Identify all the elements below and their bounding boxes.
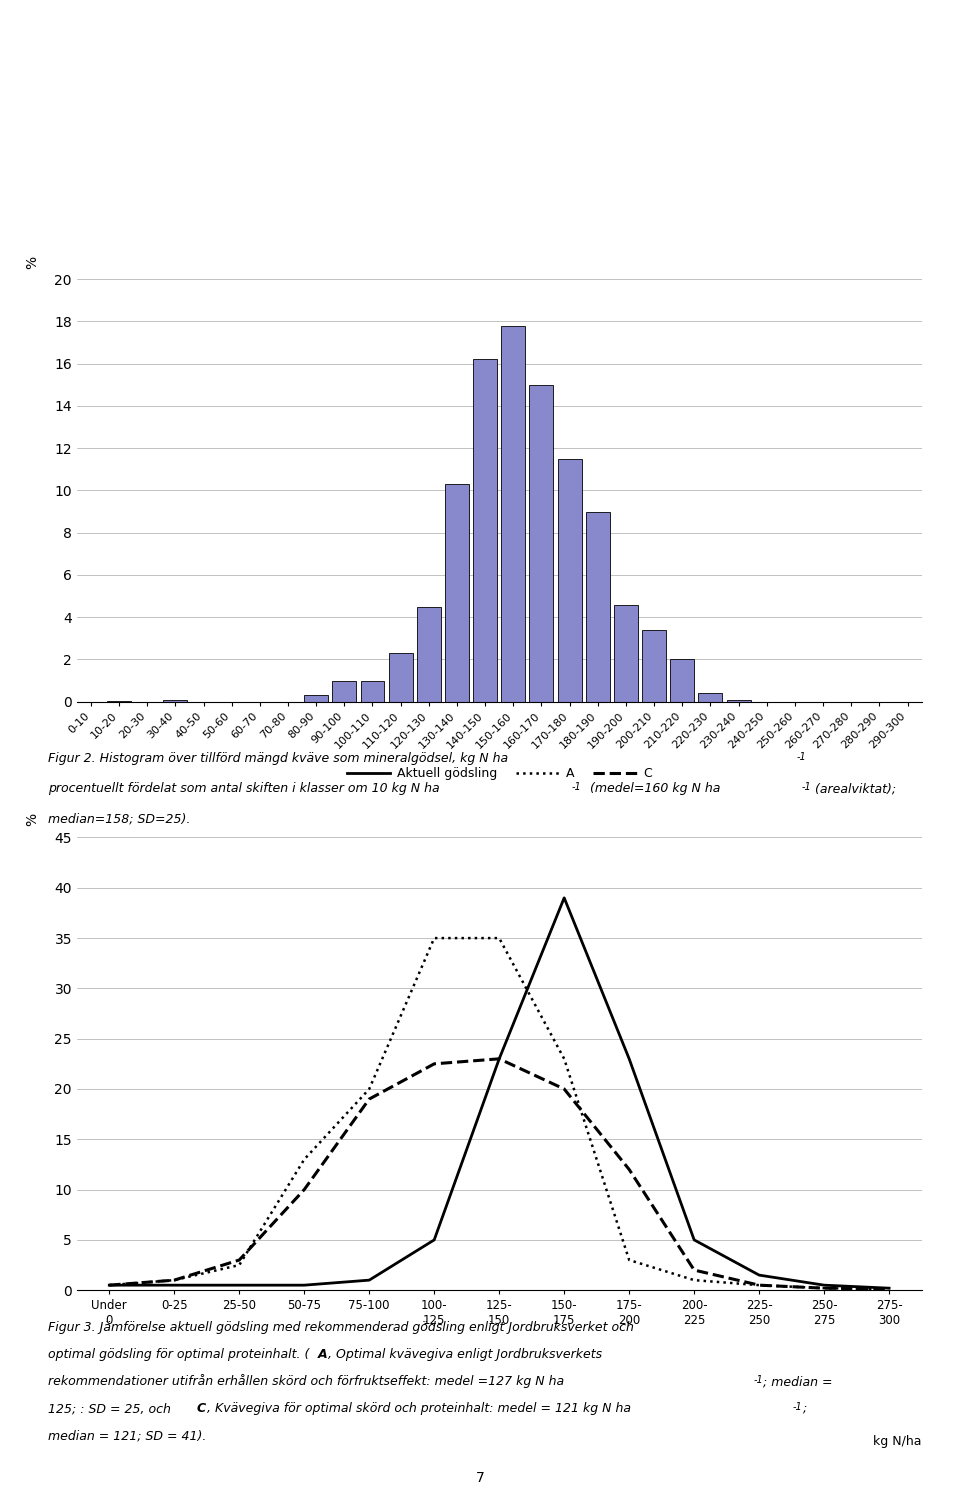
Text: A: A (318, 1348, 327, 1361)
Text: median = 121; SD = 41).: median = 121; SD = 41). (48, 1429, 206, 1443)
Bar (163, 700, 187, 702)
Text: (arealviktat);: (arealviktat); (811, 782, 897, 795)
Bar (614, 605, 637, 702)
Bar (361, 681, 384, 702)
Y-axis label: %: % (25, 813, 38, 825)
Text: kg N/ha: kg N/ha (873, 1435, 922, 1449)
Text: -1: -1 (802, 782, 811, 792)
Text: -1: -1 (793, 1402, 803, 1412)
Text: optimal gödsling för optimal proteinhalt. (: optimal gödsling för optimal proteinhalt… (48, 1348, 309, 1361)
Bar (445, 484, 468, 702)
Text: C: C (197, 1402, 206, 1415)
Bar (501, 326, 525, 702)
Bar (642, 629, 666, 702)
Bar (727, 700, 751, 702)
Y-axis label: %: % (25, 255, 38, 269)
Text: -1: -1 (754, 1375, 763, 1385)
Text: Figur 2. Histogram över tillförd mängd kväve som mineralgödsel, kg N ha: Figur 2. Histogram över tillförd mängd k… (48, 751, 508, 765)
Text: Figur 3. Jämförelse aktuell gödsling med rekommenderad gödsling enligt Jordbruks: Figur 3. Jämförelse aktuell gödsling med… (48, 1320, 634, 1334)
Text: , Kvävegiva för optimal skörd och proteinhalt: medel = 121 kg N ha: , Kvävegiva för optimal skörd och protei… (207, 1402, 632, 1415)
Bar (417, 607, 441, 702)
Text: procentuellt fördelat som antal skiften i klasser om 10 kg N ha: procentuellt fördelat som antal skiften … (48, 782, 440, 795)
Text: 125; : SD = 25, och: 125; : SD = 25, och (48, 1402, 175, 1415)
Text: kg N per ha: kg N per ha (849, 837, 922, 850)
Text: -1: -1 (797, 751, 806, 762)
Bar (586, 512, 610, 702)
Text: rekommendationer utifrån erhållen skörd och förfruktseffekt: medel =127 kg N ha: rekommendationer utifrån erhållen skörd … (48, 1375, 564, 1388)
Text: ; median =: ; median = (763, 1375, 832, 1388)
Text: ;: ; (803, 1402, 806, 1415)
Bar (332, 681, 356, 702)
Bar (473, 359, 497, 702)
Text: median=158; SD=25).: median=158; SD=25). (48, 812, 190, 825)
Text: (medel=160 kg N ha: (medel=160 kg N ha (586, 782, 720, 795)
Bar (699, 693, 722, 702)
Bar (670, 659, 694, 702)
Bar (389, 653, 413, 702)
Text: -1: -1 (571, 782, 581, 792)
Bar (530, 385, 553, 702)
Text: 7: 7 (475, 1471, 485, 1485)
Text: , Optimal kvävegiva enligt Jordbruksverkets: , Optimal kvävegiva enligt Jordbruksverk… (328, 1348, 603, 1361)
Legend: Aktuell gödsling, A, C: Aktuell gödsling, A, C (342, 762, 657, 785)
Bar (304, 696, 328, 702)
Bar (558, 459, 582, 702)
